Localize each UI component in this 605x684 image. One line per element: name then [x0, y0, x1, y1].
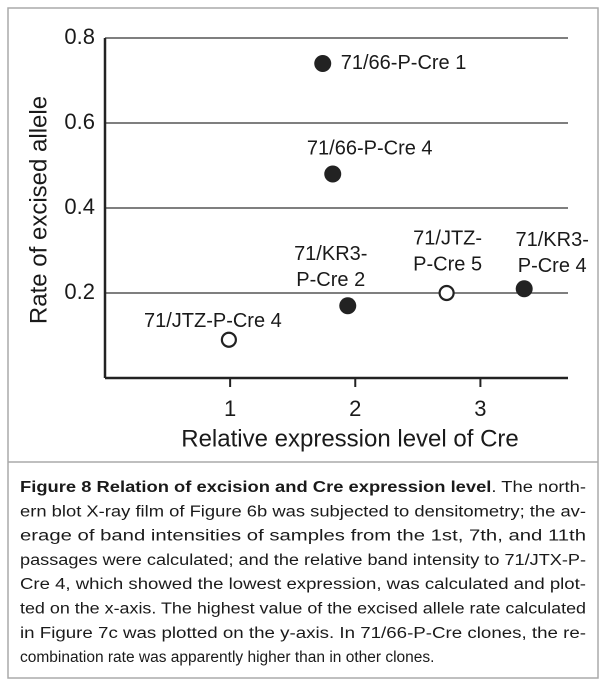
frame	[7, 7, 599, 679]
x-tick-label: 1	[224, 396, 236, 421]
point-label: P-Cre 4	[518, 255, 587, 277]
point-label: 71/JTZ-	[413, 227, 482, 249]
x-tick-label: 3	[474, 396, 486, 421]
point	[220, 331, 237, 348]
x-axis-label: Relative expression level of Cre	[181, 425, 519, 452]
y-tick-label: 0.6	[64, 109, 95, 134]
point	[515, 280, 533, 298]
caption-line: passages were calculated; and the relati…	[20, 552, 586, 569]
y-axis-label: Rate of excised allele	[25, 96, 52, 324]
point-label: 71/KR3-	[516, 229, 589, 251]
caption-text: ern blot X-ray film of Figure 6b was sub…	[20, 503, 586, 520]
caption-line: combination rate was apparently higher t…	[20, 649, 434, 666]
point-label: 71/66-P-Cre 4	[307, 137, 433, 159]
caption-text: in Figure 7c was plotted on the y-axis. …	[20, 625, 586, 642]
point	[324, 165, 342, 183]
caption-text: Cre 4, which showed the lowest expressio…	[20, 576, 586, 593]
caption-line: in Figure 7c was plotted on the y-axis. …	[20, 625, 586, 642]
point-label: 71/66-P-Cre 1	[341, 52, 467, 74]
point-label: 71/KR3-	[294, 243, 367, 265]
caption-line: ted on the x-axis. The highest value of …	[20, 601, 586, 618]
caption-line: Figure 8 Relation of excision and Cre ex…	[20, 479, 586, 496]
point-label: 71/JTZ-P-Cre 4	[144, 310, 282, 332]
point	[339, 297, 357, 315]
y-tick-label: 0.2	[64, 279, 95, 304]
caption-text: passages were calculated; and the relati…	[20, 552, 586, 569]
point	[438, 284, 455, 302]
caption-line: erage of band intensities of samples fro…	[20, 528, 586, 545]
caption-title: Figure 8 Relation of excision and Cre ex…	[20, 479, 491, 496]
caption-text: combination rate was apparently higher t…	[20, 649, 434, 666]
caption-line: Cre 4, which showed the lowest expressio…	[20, 576, 586, 593]
y-tick-label: 0.4	[64, 194, 95, 219]
caption-text: ted on the x-axis. The highest value of …	[20, 601, 586, 618]
caption-text: erage of band intensities of samples fro…	[20, 528, 586, 545]
caption-line: ern blot X-ray film of Figure 6b was sub…	[20, 503, 586, 520]
x-tick-label: 2	[349, 396, 361, 421]
point-label: P-Cre 5	[413, 253, 482, 275]
y-tick-label: 0.8	[64, 24, 95, 49]
caption-text: . The north-	[491, 479, 586, 496]
point	[314, 55, 332, 72]
point-label: P-Cre 2	[296, 269, 365, 291]
